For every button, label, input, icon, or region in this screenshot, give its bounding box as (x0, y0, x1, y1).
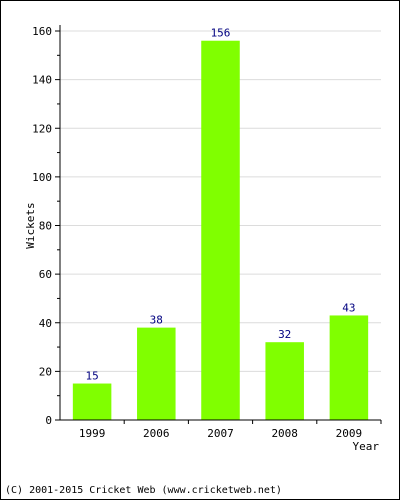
data-label: 43 (342, 301, 355, 314)
y-tick-label: 160 (32, 25, 52, 38)
bar (329, 315, 369, 420)
x-tick-label: 1999 (79, 427, 106, 440)
x-tick-label: 2006 (143, 427, 170, 440)
y-tick-label: 80 (39, 220, 52, 233)
data-label: 32 (278, 328, 291, 341)
data-label: 15 (85, 370, 98, 383)
y-tick-label: 120 (32, 122, 52, 135)
data-label: 38 (150, 314, 163, 327)
y-tick-label: 60 (39, 268, 52, 281)
x-tick-label: 2007 (207, 427, 234, 440)
bar (137, 327, 176, 420)
x-tick-label: 2009 (336, 427, 363, 440)
y-axis-title: Wickets (24, 202, 37, 248)
data-label: 156 (211, 27, 231, 40)
y-tick-label: 100 (32, 171, 52, 184)
y-tick-label: 20 (39, 365, 52, 378)
bar (72, 383, 112, 420)
y-tick-label: 0 (45, 414, 52, 427)
x-axis-title: Year (353, 440, 380, 453)
bar (201, 40, 240, 420)
x-tick-label: 2008 (271, 427, 298, 440)
y-tick-label: 140 (32, 74, 52, 87)
bar (265, 342, 304, 420)
y-tick-label: 40 (39, 317, 52, 330)
copyright-footer: (C) 2001-2015 Cricket Web (www.cricketwe… (5, 485, 282, 496)
